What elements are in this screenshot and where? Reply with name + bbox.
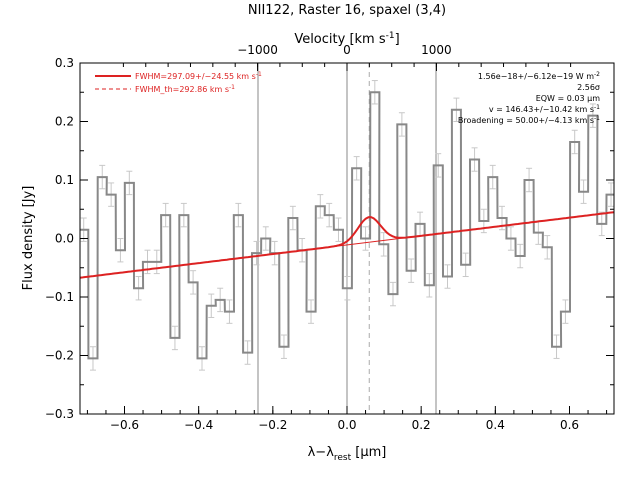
gaussian-fit-line [79,211,615,279]
fit-annotations: 1.56e−18+/−6.12e−19 W m-2 2.56σ EQW = 0.… [458,71,600,125]
legend: FWHM=297.09+/−24.55 km s-1 FWHM_th=292.8… [95,71,262,94]
fit-series [79,211,615,279]
top-tick-label: −1000 [237,43,278,57]
annotation-sigma: 2.56σ [577,83,600,92]
annotation-broadening: Broadening = 50.00+/−4.13 km s-1 [458,115,600,125]
spectrum-series [80,80,615,371]
x-tick-label: −0.4 [184,418,213,432]
y-axis-label: Flux density [Jy] [21,186,36,291]
plot-area [79,63,615,414]
x-tick-label: 0.2 [412,418,431,432]
y-tick-label: −0.1 [45,290,74,304]
spectrum-histogram [80,91,614,360]
annotation-eqw: EQW = 0.03 μm [536,94,600,103]
top-axis-label: Velocity [km s-1] [294,31,399,47]
y-tick-label: −0.3 [45,407,74,421]
x-tick-label: 0.0 [337,418,356,432]
legend-label-fwhm-th: FWHM_th=292.86 km s-1 [135,84,235,94]
y-tick-label: 0.0 [55,232,74,246]
y-tick-label: 0.3 [55,56,74,70]
x-tick-label: −0.2 [258,418,287,432]
y-tick-label: 0.1 [55,173,74,187]
top-tick-label: 0 [343,43,351,57]
annotation-velocity: v = 146.43+/−10.42 km s-1 [489,104,600,114]
x-tick-label: −0.6 [110,418,139,432]
x-axis-label: λ−λrest [μm] [308,445,387,463]
y-tick-label: −0.2 [45,349,74,363]
chart-title: NII122, Raster 16, spaxel (3,4) [248,3,446,18]
x-tick-label: 0.6 [560,418,579,432]
y-tick-label: 0.2 [55,115,74,129]
axes: −0.6 −0.4 −0.2 0.0 0.2 0.4 0.6 −0.3 −0.2 −0.1 0.0 0… [45,43,614,432]
annotation-flux: 1.56e−18+/−6.12e−19 W m-2 [478,71,600,81]
legend-label-fwhm: FWHM=297.09+/−24.55 km s-1 [135,71,262,81]
top-tick-label: 1000 [421,43,452,57]
x-tick-label: 0.4 [486,418,505,432]
reference-lines [257,63,437,414]
